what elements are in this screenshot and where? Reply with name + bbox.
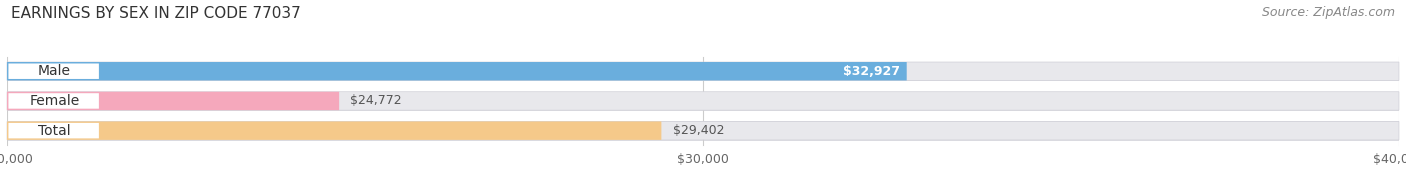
Text: $24,772: $24,772 (350, 94, 402, 107)
FancyBboxPatch shape (7, 122, 1399, 140)
FancyBboxPatch shape (8, 123, 98, 138)
Text: Male: Male (38, 64, 70, 78)
Text: Total: Total (38, 124, 70, 138)
FancyBboxPatch shape (7, 92, 1399, 110)
Text: Female: Female (30, 94, 80, 108)
FancyBboxPatch shape (7, 92, 339, 110)
Text: Source: ZipAtlas.com: Source: ZipAtlas.com (1261, 6, 1395, 19)
Text: $29,402: $29,402 (672, 124, 724, 137)
FancyBboxPatch shape (7, 122, 661, 140)
FancyBboxPatch shape (8, 64, 98, 79)
FancyBboxPatch shape (7, 62, 907, 80)
FancyBboxPatch shape (8, 93, 98, 109)
FancyBboxPatch shape (7, 62, 1399, 80)
Text: EARNINGS BY SEX IN ZIP CODE 77037: EARNINGS BY SEX IN ZIP CODE 77037 (11, 6, 301, 21)
Text: $32,927: $32,927 (842, 65, 900, 78)
